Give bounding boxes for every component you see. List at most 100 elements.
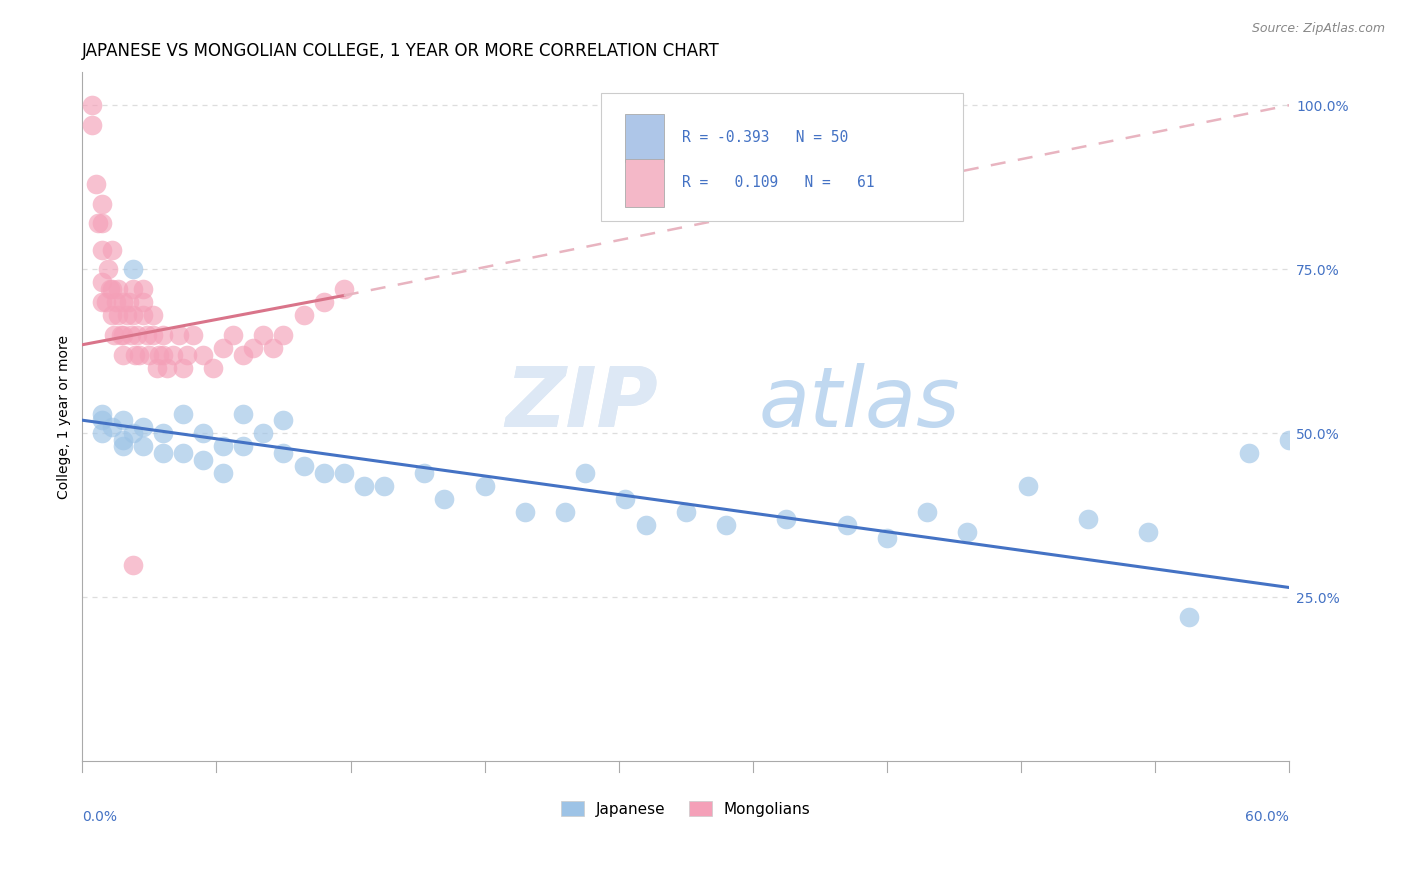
Point	[152, 327, 174, 342]
Point	[117, 295, 139, 310]
Point	[172, 360, 194, 375]
Point	[101, 419, 124, 434]
Point	[131, 282, 153, 296]
Point	[86, 177, 108, 191]
Point	[121, 308, 143, 322]
Point	[101, 282, 124, 296]
Point	[312, 295, 335, 310]
Point	[152, 426, 174, 441]
Point	[91, 413, 114, 427]
Point	[292, 459, 315, 474]
Point	[105, 295, 128, 310]
Point	[714, 518, 737, 533]
Point	[91, 276, 114, 290]
Text: Source: ZipAtlas.com: Source: ZipAtlas.com	[1251, 22, 1385, 36]
Point	[121, 282, 143, 296]
Point	[292, 308, 315, 322]
Point	[111, 348, 134, 362]
Point	[835, 518, 858, 533]
Point	[433, 491, 456, 506]
Point	[373, 479, 395, 493]
Point	[212, 439, 235, 453]
Point	[111, 327, 134, 342]
Text: 0.0%: 0.0%	[83, 810, 117, 823]
Point	[1137, 524, 1160, 539]
Point	[107, 308, 129, 322]
Point	[273, 413, 295, 427]
Point	[232, 439, 254, 453]
Point	[242, 341, 264, 355]
Point	[111, 413, 134, 427]
Y-axis label: College, 1 year or more: College, 1 year or more	[58, 334, 72, 499]
Point	[103, 327, 125, 342]
Point	[614, 491, 637, 506]
FancyBboxPatch shape	[602, 93, 963, 220]
Point	[131, 295, 153, 310]
Point	[121, 558, 143, 572]
Point	[191, 348, 214, 362]
Point	[111, 295, 134, 310]
Point	[1177, 610, 1199, 624]
Point	[121, 426, 143, 441]
Point	[142, 327, 165, 342]
Point	[262, 341, 284, 355]
Point	[312, 466, 335, 480]
Point	[107, 282, 129, 296]
Point	[956, 524, 979, 539]
Point	[120, 327, 142, 342]
Point	[131, 439, 153, 453]
Point	[142, 308, 165, 322]
Text: R = -0.393   N = 50: R = -0.393 N = 50	[682, 130, 848, 145]
Point	[131, 308, 153, 322]
Point	[333, 282, 356, 296]
Point	[111, 433, 134, 447]
Point	[91, 196, 114, 211]
Point	[167, 327, 190, 342]
Point	[91, 243, 114, 257]
Text: ZIP: ZIP	[505, 363, 658, 443]
Point	[252, 327, 274, 342]
Point	[91, 295, 114, 310]
Point	[82, 98, 104, 112]
Point	[1278, 433, 1301, 447]
Bar	[626, 114, 664, 162]
Point	[574, 466, 596, 480]
Point	[96, 295, 118, 310]
Point	[125, 327, 148, 342]
Point	[212, 341, 235, 355]
Point	[273, 446, 295, 460]
Point	[1237, 446, 1260, 460]
Bar	[626, 159, 664, 207]
Point	[252, 426, 274, 441]
Point	[353, 479, 375, 493]
Point	[554, 505, 576, 519]
Point	[222, 327, 245, 342]
Point	[413, 466, 436, 480]
Point	[145, 360, 167, 375]
Point	[91, 426, 114, 441]
Text: JAPANESE VS MONGOLIAN COLLEGE, 1 YEAR OR MORE CORRELATION CHART: JAPANESE VS MONGOLIAN COLLEGE, 1 YEAR OR…	[83, 42, 720, 60]
Point	[634, 518, 657, 533]
Point	[172, 446, 194, 460]
Point	[91, 407, 114, 421]
Point	[121, 262, 143, 277]
Point	[232, 407, 254, 421]
Point	[100, 282, 122, 296]
Point	[152, 348, 174, 362]
Point	[775, 511, 797, 525]
Point	[97, 262, 120, 277]
Point	[152, 446, 174, 460]
Point	[1017, 479, 1039, 493]
Point	[101, 243, 124, 257]
Point	[181, 327, 204, 342]
Point	[232, 348, 254, 362]
Point	[135, 327, 157, 342]
Point	[513, 505, 536, 519]
Point	[91, 216, 114, 230]
Point	[156, 360, 179, 375]
Text: ZIP: ZIP	[505, 363, 658, 443]
Text: atlas: atlas	[758, 363, 960, 443]
Point	[148, 348, 170, 362]
Point	[333, 466, 356, 480]
Point	[124, 348, 146, 362]
